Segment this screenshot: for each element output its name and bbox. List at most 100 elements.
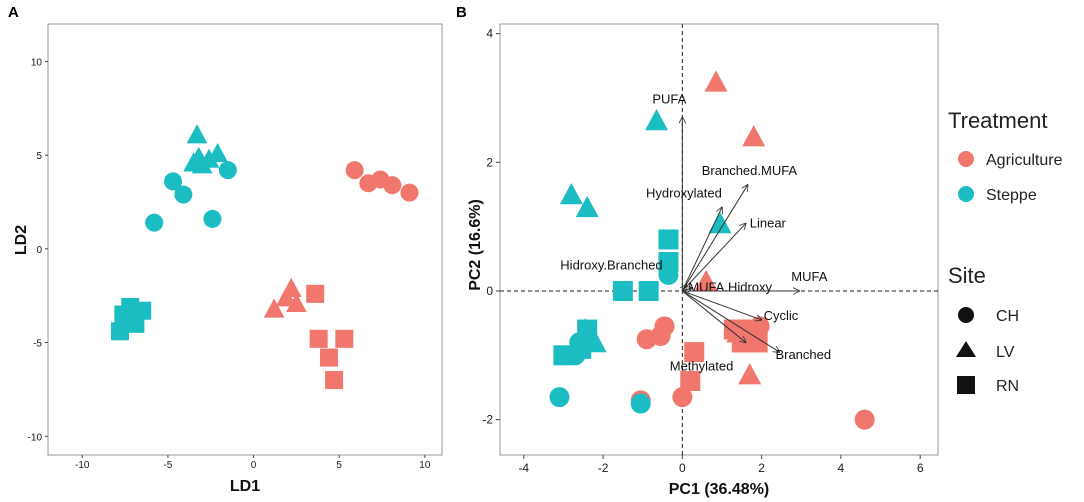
square-point xyxy=(319,348,338,367)
square-point xyxy=(658,252,679,273)
square-point xyxy=(577,319,598,340)
loading-arrow xyxy=(681,185,747,292)
legend-agriculture-label: Agriculture xyxy=(986,152,1063,169)
triangle-point xyxy=(186,124,208,144)
y-tick-label: 0 xyxy=(36,245,42,256)
triangle-point xyxy=(198,148,220,168)
y-tick-label: 5 xyxy=(36,151,42,162)
triangle-point xyxy=(738,363,762,385)
triangle-point xyxy=(704,70,728,92)
circle-point xyxy=(164,172,183,191)
circle-point xyxy=(174,185,193,204)
pc2-axis-title: PC2 (16.6%) xyxy=(467,199,484,291)
y-tick-label: -5 xyxy=(33,339,42,350)
square-point xyxy=(658,229,679,250)
triangle-point xyxy=(575,195,599,218)
x-tick-label: -5 xyxy=(163,460,172,471)
legend-agriculture-swatch xyxy=(958,151,974,167)
legend-site-title: Site xyxy=(948,263,986,288)
square-point xyxy=(110,322,129,341)
loading-label: Hydroxylated xyxy=(646,185,722,200)
circle-point xyxy=(630,393,651,414)
triangle-point xyxy=(207,142,228,163)
loading-label: Hidroxy.Branched xyxy=(560,258,662,273)
loading-label: Cyclic xyxy=(764,308,799,323)
panel-b-loadings: PUFA Branched.MUFA Hydroxylated Linear Hidro… xyxy=(560,91,831,373)
loading-label: Linear xyxy=(750,215,787,230)
panel-letter-b: B xyxy=(456,4,467,21)
loading-arrow xyxy=(682,290,745,342)
loading-arrow xyxy=(681,223,745,292)
legend-steppe-swatch xyxy=(958,186,974,202)
legend-steppe-label: Steppe xyxy=(986,187,1037,204)
circle-point xyxy=(203,209,222,228)
circle-point xyxy=(145,213,164,232)
square-point xyxy=(126,314,145,333)
loading-arrow xyxy=(682,288,692,291)
circle-point xyxy=(383,176,402,195)
triangle-point xyxy=(742,125,766,147)
loading-arrow xyxy=(681,207,722,292)
circle-point xyxy=(672,387,693,408)
x-tick-label: 5 xyxy=(336,460,342,471)
y-tick-label: 0 xyxy=(486,284,493,298)
y-tick-label: 4 xyxy=(486,27,493,41)
circle-point xyxy=(400,183,419,202)
loading-arrow xyxy=(682,285,686,291)
square-point xyxy=(335,329,354,348)
legend-treatment-title: Treatment xyxy=(948,108,1047,133)
panel-b-points xyxy=(549,70,875,430)
square-point xyxy=(612,280,633,301)
loading-arrow xyxy=(682,290,761,320)
legend-ch-shape xyxy=(958,307,974,323)
y-tick-label: -10 xyxy=(28,432,43,443)
panel-b: B -4 -2 0 2 4 6 -2 0 2 4 PUFA Branched.MUFA Hydroxy… xyxy=(456,4,939,498)
square-point xyxy=(309,329,328,348)
legend-rn-shape xyxy=(957,376,975,394)
panel-b-plot-area xyxy=(499,23,939,456)
circle-point xyxy=(218,161,237,180)
triangle-point xyxy=(645,108,669,131)
pc1-axis-title: PC1 (36.48%) xyxy=(669,481,770,498)
square-point xyxy=(731,332,752,353)
panel-a-ticks: -10 -5 0 5 10 -10 -5 0 5 10 xyxy=(28,57,431,471)
loading-label: PUFA xyxy=(652,91,686,106)
loading-label: Methylated xyxy=(670,358,734,373)
ld1-axis-title: LD1 xyxy=(230,478,260,495)
square-point xyxy=(571,338,592,359)
loading-arrow xyxy=(682,290,779,352)
circle-point xyxy=(654,316,675,337)
triangle-point xyxy=(559,182,583,205)
triangle-point xyxy=(275,287,297,307)
panel-a-points xyxy=(110,124,419,390)
x-tick-label: 10 xyxy=(419,460,431,471)
square-point xyxy=(684,342,705,363)
legend: Treatment Agriculture Steppe Site CH LV … xyxy=(948,108,1063,395)
legend-ch-label: CH xyxy=(996,308,1019,325)
x-tick-label: 6 xyxy=(917,461,924,475)
square-point xyxy=(306,284,325,303)
circle-point xyxy=(854,409,875,430)
panel-letter-a: A xyxy=(8,4,19,21)
ld2-axis-title: LD2 xyxy=(13,225,30,255)
square-point xyxy=(553,345,574,366)
circle-point xyxy=(549,387,570,408)
x-tick-label: -4 xyxy=(518,461,529,475)
x-tick-label: 0 xyxy=(251,460,257,471)
square-point xyxy=(638,280,659,301)
panel-a: A -10 -5 0 5 10 -10 -5 0 5 10 LD1 LD2 xyxy=(8,4,443,495)
loading-label: MUFA xyxy=(791,269,827,284)
x-tick-label: 0 xyxy=(679,461,686,475)
square-point xyxy=(747,332,768,353)
square-point xyxy=(680,371,701,392)
triangle-point xyxy=(708,211,732,234)
y-tick-label: 10 xyxy=(31,57,43,68)
triangle-point xyxy=(183,152,204,172)
y-tick-label: 2 xyxy=(486,155,493,169)
x-tick-label: -10 xyxy=(75,460,90,471)
panel-b-ticks: -4 -2 0 2 4 6 -2 0 2 4 xyxy=(482,27,923,475)
triangle-point xyxy=(286,292,307,313)
x-tick-label: -2 xyxy=(598,461,609,475)
loading-label: Branched xyxy=(775,347,831,362)
